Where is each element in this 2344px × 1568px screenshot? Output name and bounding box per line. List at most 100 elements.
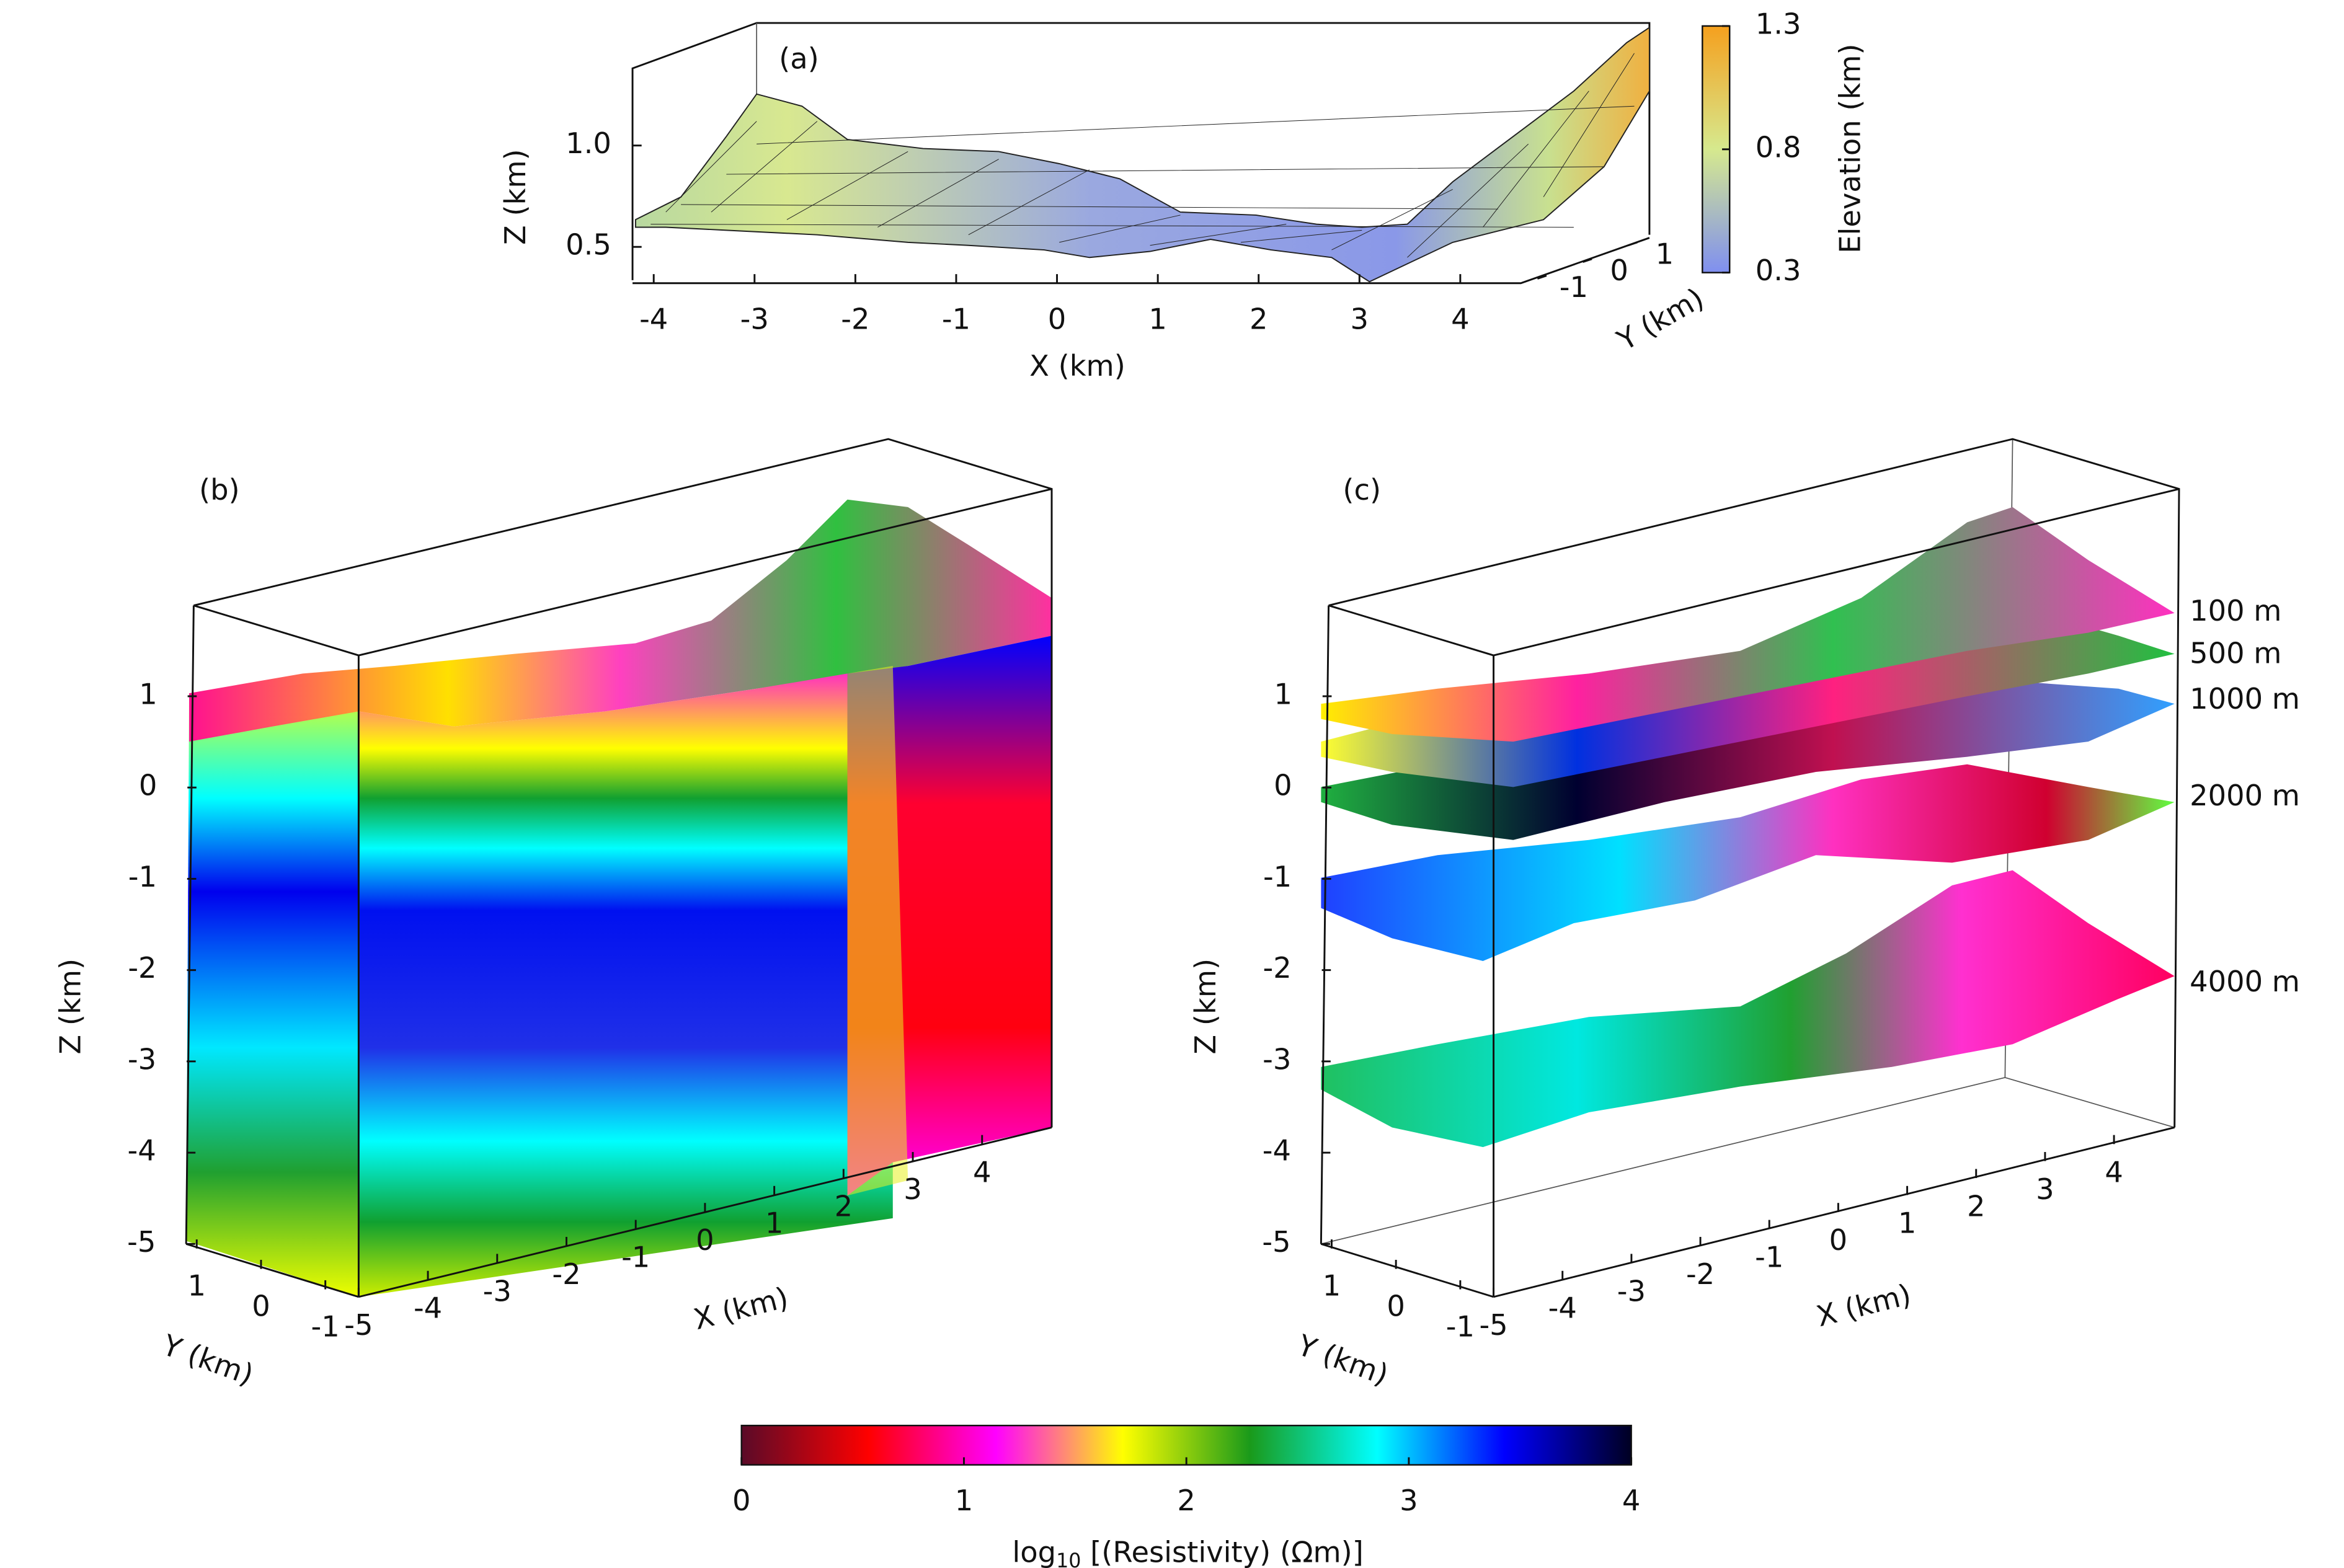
- x-axis-label: X (km): [690, 1280, 791, 1336]
- tick-label: 2: [1967, 1189, 1986, 1223]
- tick-label: 0: [252, 1290, 270, 1323]
- depth-label: 1000 m: [2190, 682, 2300, 715]
- tick-label: 3: [1351, 302, 1369, 335]
- tick-label: 1: [1323, 1269, 1341, 1303]
- tick-label: 4: [2105, 1156, 2123, 1189]
- panel-label: (b): [199, 473, 240, 507]
- tick-label: -3: [128, 1042, 156, 1076]
- colorbar: [740, 1424, 1632, 1466]
- tick-label: -3: [483, 1274, 512, 1308]
- colorbar-label: Elevation (km): [1833, 43, 1867, 253]
- depth-surface: [1321, 681, 2175, 840]
- tick-label: 1.0: [566, 126, 611, 160]
- z-axis-label: Z (km): [499, 149, 532, 245]
- tick-label: 3: [1400, 1484, 1418, 1517]
- colorbar-label: log10 [(Resistivity) (Ωm)]: [1012, 1535, 1363, 1568]
- depth-label: 2000 m: [2190, 779, 2300, 812]
- tick-mark: [1583, 258, 1592, 263]
- label-base: log: [1012, 1535, 1056, 1568]
- tick-label: -4: [128, 1134, 156, 1167]
- tick-label: -2: [1263, 951, 1292, 985]
- tick-mark: [1537, 275, 1547, 280]
- depth-surface: [1321, 870, 2175, 1148]
- y-axis-label: Y (km): [1292, 1328, 1393, 1392]
- yellow-band: [847, 666, 908, 1196]
- front-face: [358, 673, 893, 1297]
- panel-a: (a) X (km) Z (km) Y (km) Elevation (km): [499, 22, 1867, 383]
- terrain-surface: [634, 26, 1650, 283]
- panel-b: (b) Z (km) X (km) Y (km): [54, 438, 1053, 1392]
- tick-label: 1: [1274, 677, 1293, 711]
- tick-label: 0: [1048, 302, 1067, 335]
- y-axis-label: Y (km): [158, 1328, 258, 1392]
- depth-label: 100 m: [2190, 594, 2281, 627]
- tick-label: -2: [552, 1257, 580, 1291]
- tick-label: 0: [732, 1484, 750, 1517]
- label-rest: [(Resistivity) (Ωm)]: [1081, 1535, 1363, 1568]
- tick-label: -5: [344, 1308, 373, 1342]
- tick-label: 4: [1451, 302, 1470, 335]
- tick-label: -5: [127, 1225, 156, 1259]
- tick-label: 0.3: [1756, 254, 1801, 287]
- depth-label: 500 m: [2190, 637, 2281, 670]
- tick-mark: [1628, 241, 1638, 247]
- tick-label: -2: [128, 951, 156, 985]
- tick-label: 0.5: [566, 228, 611, 262]
- panel-label: (a): [779, 42, 819, 76]
- box-frame: [185, 438, 1053, 1298]
- tick-label: -4: [1263, 1134, 1291, 1167]
- tick-label: -3: [740, 302, 769, 335]
- tick-label: 0: [1829, 1223, 1848, 1257]
- tick-label: -5: [1262, 1225, 1290, 1259]
- x-axis-label: X (km): [1813, 1278, 1914, 1334]
- tick-label: 0: [1610, 254, 1628, 287]
- terrain-mesh: [650, 53, 1635, 258]
- box-frame: [633, 237, 1650, 285]
- tick-label: 1: [765, 1207, 784, 1240]
- tick-label: -1: [311, 1310, 340, 1344]
- tick-label: 1: [1898, 1207, 1917, 1240]
- tick-label: 1: [955, 1484, 974, 1517]
- tick-label: -4: [1548, 1291, 1577, 1325]
- z-axis-label: Z (km): [1189, 959, 1222, 1055]
- tick-label: -2: [841, 302, 869, 335]
- tick-label: -2: [1686, 1257, 1715, 1291]
- top-surface: [189, 499, 1052, 742]
- resistivity-colorbar: log10 [(Resistivity) (Ωm)]: [740, 1424, 1632, 1568]
- tick-label: 4: [973, 1156, 992, 1189]
- tick-label: -5: [1479, 1308, 1507, 1342]
- tick-label: 1.3: [1756, 7, 1801, 40]
- tick-label: -1: [1446, 1310, 1475, 1344]
- tick-label: 1: [187, 1269, 206, 1303]
- tick-label: -3: [1617, 1274, 1646, 1308]
- tick-label: -1: [1755, 1241, 1783, 1274]
- tick-label: -1: [128, 860, 157, 893]
- tick-label: 1: [1656, 237, 1674, 270]
- tick-label: -1: [942, 302, 970, 335]
- tick-label: -3: [1263, 1042, 1291, 1076]
- left-face: [186, 673, 359, 1297]
- box-frame: [1320, 438, 2180, 1298]
- tick-label: -1: [1560, 270, 1588, 304]
- panel-label: (c): [1343, 473, 1381, 507]
- tick-label: 3: [2036, 1172, 2054, 1206]
- tick-label: 0: [696, 1223, 714, 1257]
- tick-label: 1: [139, 677, 158, 711]
- tick-label: 0.8: [1756, 130, 1801, 164]
- tick-label: -1: [1263, 860, 1292, 893]
- tick-label: 4: [1622, 1484, 1641, 1517]
- depth-label: 4000 m: [2190, 965, 2300, 998]
- tick-label: 0: [1387, 1290, 1405, 1323]
- tick-label: -4: [414, 1291, 442, 1325]
- tick-label: -4: [639, 302, 668, 335]
- x-axis-label: X (km): [1029, 349, 1125, 383]
- panel-c: (c) Z (km) X (km) Y (km): [1189, 438, 2180, 1392]
- tick-label: 0: [1274, 769, 1292, 802]
- depth-surface: [1321, 507, 2175, 742]
- tick-label: 2: [835, 1189, 853, 1223]
- depth-surface: [1321, 764, 2175, 962]
- tick-label: 2: [1177, 1484, 1196, 1517]
- tick-label: 2: [1250, 302, 1268, 335]
- tick-label: -1: [621, 1241, 650, 1274]
